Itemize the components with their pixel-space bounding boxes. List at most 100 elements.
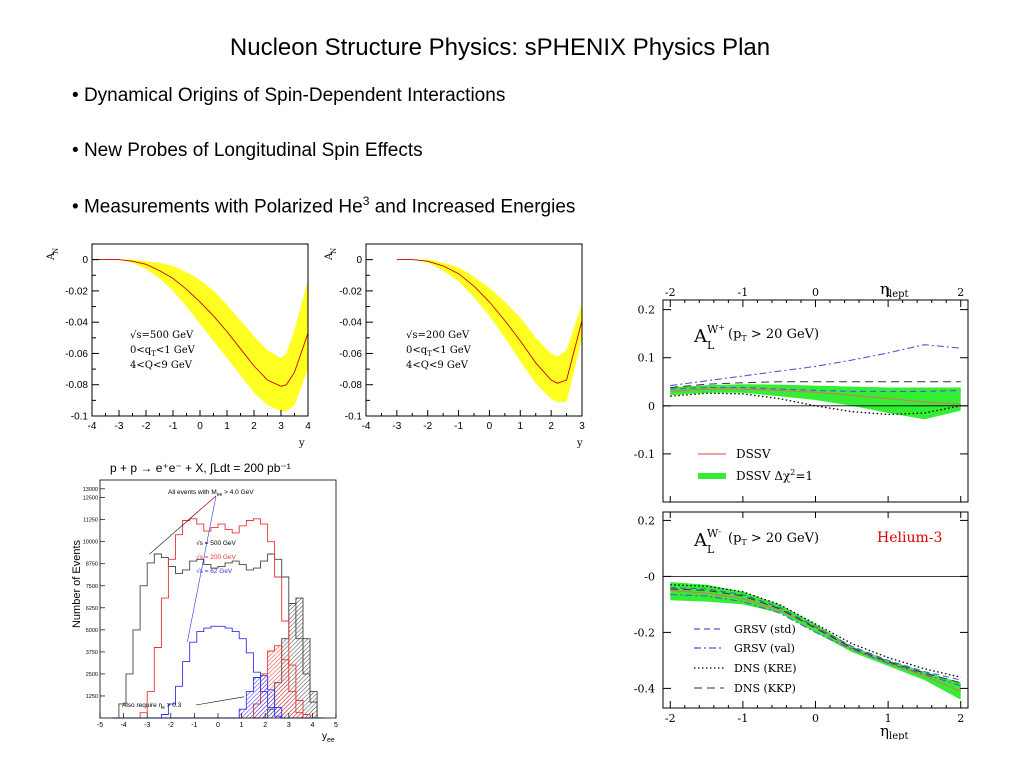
- y-tick-label: -0.1: [345, 412, 363, 423]
- legend-label: DNS (KKP): [734, 682, 796, 695]
- legend-line: 0<qT<1 GeV: [406, 345, 472, 358]
- bullet-text: Measurements with Polarized He: [83, 196, 363, 218]
- legend-sub: T: [427, 350, 432, 358]
- legend-line: 4<Q<9 GeV: [130, 360, 193, 371]
- legend-sup: 2: [790, 468, 795, 477]
- annotation-text-end: > 4.0 GeV: [222, 489, 254, 496]
- y-tick-label: -0.04: [65, 318, 88, 329]
- legend-label-dssv: DSSV: [736, 447, 771, 461]
- y-tick-label: 0: [82, 255, 88, 266]
- y-tick-label: -0.02: [65, 286, 88, 297]
- y-tick-label: 8750: [86, 562, 98, 568]
- x-tick-label: 3: [287, 722, 291, 729]
- y-tick-label: 2500: [86, 672, 98, 678]
- x-tick-label: -1: [169, 421, 178, 432]
- x-tick-label: -4: [362, 421, 371, 432]
- x-tick-label: 2: [251, 421, 257, 432]
- y-tick-label: -0.04: [339, 318, 362, 329]
- uncertainty-band: [92, 259, 308, 412]
- bullet-text: Dynamical Origins of Spin-Dependent Inte…: [83, 85, 506, 106]
- y-tick-label: 0: [648, 400, 655, 413]
- y-tick-label: 6250: [86, 606, 98, 612]
- central-curve: [396, 259, 583, 384]
- x-tick-label: 2: [548, 421, 554, 432]
- x-axis-label: y: [298, 438, 305, 449]
- x-tick-label: 1: [240, 722, 244, 729]
- x-tick-label: -2: [665, 712, 676, 725]
- y-tick-label: 0.1: [638, 352, 656, 365]
- panel-label: AW-: [693, 527, 721, 551]
- hist-200: [111, 518, 325, 719]
- legend-line: √s=200 GeV: [406, 330, 470, 341]
- y-tick-label: 0: [356, 255, 362, 266]
- x-tick-label: 0: [197, 421, 203, 432]
- cut-sub: T: [741, 334, 747, 343]
- annotation-sub: e: [162, 705, 165, 711]
- curve-dns-kre: [670, 584, 961, 678]
- curve-dns-kkp: [670, 381, 961, 388]
- x-tick-label: 4: [305, 421, 311, 432]
- panel-cut: (pT > 20 GeV): [728, 327, 819, 343]
- y-tick-label: -0: [644, 570, 655, 583]
- x-tick-label: 2: [263, 722, 267, 729]
- y-tick-label: 12500: [83, 496, 98, 502]
- legend-sub: T: [151, 350, 156, 358]
- y-tick-label: 11250: [83, 518, 98, 524]
- x-tick-label: -2: [423, 421, 432, 432]
- cut-text-end: > 20 GeV): [747, 531, 819, 546]
- label-main: A: [693, 530, 708, 551]
- annotation-text-end: > 0.3: [165, 702, 182, 709]
- x-tick-label: -1: [738, 712, 749, 725]
- curve-grsv-std: [670, 587, 961, 681]
- y-tick-label: 13000: [83, 487, 98, 493]
- label-sub: L: [707, 339, 715, 352]
- legend-text: <1 GeV: [432, 345, 472, 356]
- y-tick-label: -0.4: [634, 682, 655, 695]
- y-tick-label: -0.1: [634, 448, 655, 461]
- chart-title: p + p → e⁺e⁻ + X, ∫Ldt = 200 pb⁻¹: [110, 461, 291, 475]
- axis-label-sub: lept: [889, 289, 909, 300]
- dssv-uncertainty-band: [670, 582, 961, 700]
- x-tick-label: -3: [115, 421, 124, 432]
- x-tick-label: 1: [518, 421, 524, 432]
- curve-grsv-std: [670, 386, 961, 392]
- x-tick-label: 4: [310, 722, 314, 729]
- x-tick-label: 1: [885, 712, 892, 725]
- legend-text: 0<q: [130, 345, 152, 356]
- arrow-to-200: [187, 495, 217, 521]
- label-sup2: +: [718, 323, 725, 332]
- axis-label-sub: lept: [889, 731, 909, 740]
- x-tick-label: -5: [97, 722, 103, 729]
- y-tick-label: 0.2: [638, 304, 656, 317]
- slide-title: Nucleon Structure Physics: sPHENIX Physi…: [229, 34, 771, 61]
- x-tick-label: -3: [144, 722, 150, 729]
- y-tick-label: 0.2: [638, 514, 656, 527]
- y-tick-label: 7500: [86, 584, 98, 590]
- y-axis-label-sub: N: [330, 248, 338, 254]
- axis-label-main: y: [322, 731, 327, 742]
- axis-label-main: η: [880, 722, 889, 740]
- label-sup2: -: [718, 527, 721, 536]
- legend-label: DNS (KRE): [734, 662, 797, 675]
- cut-text-end: > 20 GeV): [747, 327, 819, 342]
- y-tick-label: -0.06: [339, 349, 362, 360]
- x-tick-label: 0: [216, 722, 220, 729]
- x-tick-label: -1: [738, 286, 749, 299]
- legend-label: GRSV (std): [734, 623, 796, 636]
- annotation-text: All events with M: [168, 489, 217, 496]
- x-tick-label: -4: [88, 421, 97, 432]
- annotation-bottom: Also require ηe > 0.3: [122, 702, 182, 711]
- bottom-axis-label: ηlept: [880, 722, 909, 740]
- y-tick-label: 10000: [83, 540, 98, 546]
- legend-line: √s=500 GeV: [130, 330, 194, 341]
- arrow-to-62: [187, 495, 217, 643]
- label-sup: W: [707, 323, 719, 336]
- x-tick-label: -4: [120, 722, 126, 729]
- y-tick-label: -0.1: [71, 412, 89, 423]
- legend-62: √s = 62 GeV: [196, 567, 233, 575]
- annotation-text: Also require η: [122, 702, 162, 709]
- y-tick-label: -0.06: [65, 349, 88, 360]
- curve-grsv-val: [670, 594, 961, 687]
- y-axis-label: Number of Events: [71, 539, 83, 628]
- bullet-superscript: 3: [362, 194, 370, 208]
